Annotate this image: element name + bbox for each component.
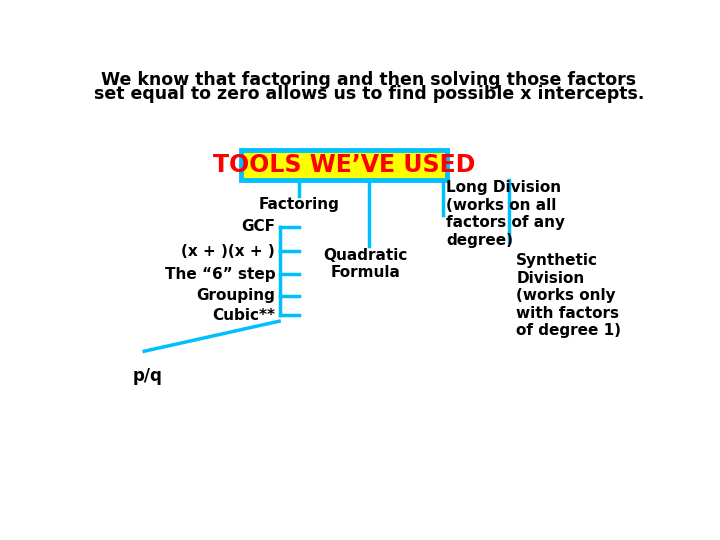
Text: set equal to zero allows us to find possible x intercepts.: set equal to zero allows us to find poss… <box>94 85 644 103</box>
Text: Cubic**: Cubic** <box>212 308 275 322</box>
Text: Grouping: Grouping <box>197 288 275 303</box>
Text: Factoring: Factoring <box>258 197 340 212</box>
Text: (x + )(x + ): (x + )(x + ) <box>181 244 275 259</box>
Text: Synthetic
Division
(works only
with factors
of degree 1): Synthetic Division (works only with fact… <box>516 253 621 338</box>
Text: p/q: p/q <box>132 367 163 384</box>
Text: TOOLS WE’VE USED: TOOLS WE’VE USED <box>212 153 475 177</box>
Text: The “6” step: The “6” step <box>165 267 275 282</box>
FancyBboxPatch shape <box>241 150 446 180</box>
Text: GCF: GCF <box>241 219 275 234</box>
Text: We know that factoring and then solving those factors: We know that factoring and then solving … <box>102 71 636 89</box>
Text: Quadratic
Formula: Quadratic Formula <box>323 248 408 280</box>
Text: Long Division
(works on all
factors of any
degree): Long Division (works on all factors of a… <box>446 180 565 247</box>
